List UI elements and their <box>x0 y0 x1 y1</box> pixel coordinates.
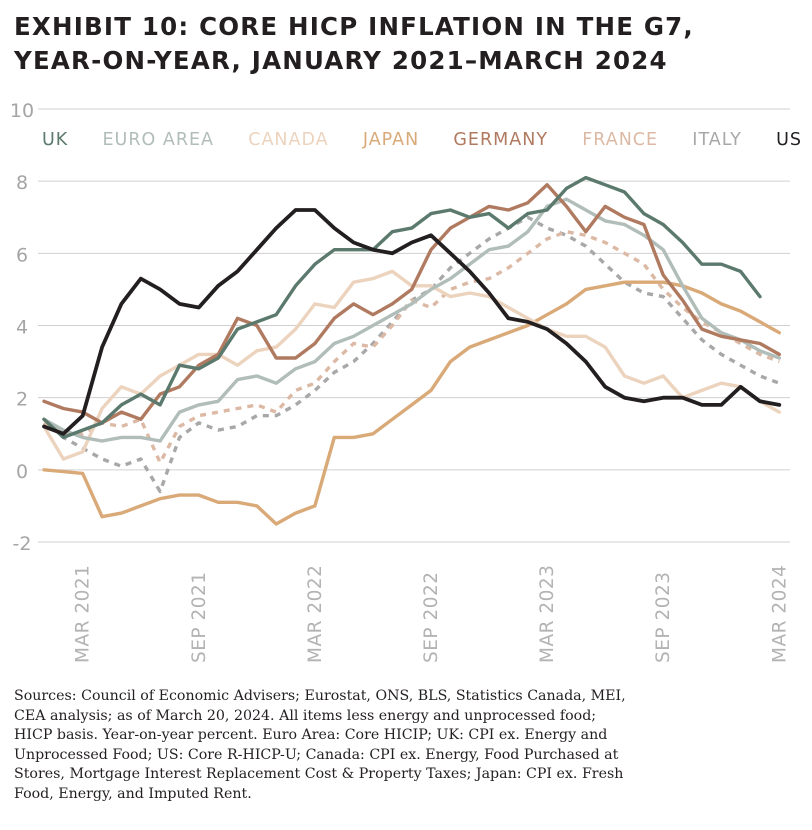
x-tick-labels: MAR 2021 SEP 2021 MAR 2022 SEP 2022 MAR 2023… <box>73 565 791 663</box>
chart-title-line-1: EXHIBIT 10: CORE HICP INFLATION IN THE G… <box>14 12 694 41</box>
x-tick-label: MAR 2021 <box>73 565 94 663</box>
legend-item-france: FRANCE <box>582 130 659 150</box>
x-tick-label: MAR 2022 <box>305 565 326 663</box>
source-note-line-6: Food, Energy, and Imputed Rent. <box>14 785 252 802</box>
legend-item-euro-area: EURO AREA <box>102 130 215 150</box>
series-lines <box>42 175 782 526</box>
y-tick-label: 8 <box>16 172 28 194</box>
y-tick-label: 2 <box>16 389 28 411</box>
legend-item-japan: JAPAN <box>362 130 420 150</box>
x-tick-label: MAR 2023 <box>537 565 558 663</box>
series-line-uk <box>42 175 762 440</box>
x-tick-label: MAR 2024 <box>769 565 790 663</box>
source-note-line-3: HICP basis. Year-on-year percent. Euro A… <box>14 727 608 743</box>
source-note: Sources: Council of Economic Advisers; E… <box>14 687 804 804</box>
x-tick-label: SEP 2022 <box>421 571 442 663</box>
series-line-us <box>42 208 782 436</box>
chart-title: EXHIBIT 10: CORE HICP INFLATION IN THE G… <box>14 10 804 78</box>
chart-title-line-2: YEAR-ON-YEAR, JANUARY 2021–MARCH 2024 <box>14 46 668 75</box>
legend-item-uk: UK <box>42 130 69 150</box>
legend-item-us: US <box>776 130 802 150</box>
source-note-line-1: Sources: Council of Economic Advisers; E… <box>14 688 626 704</box>
series-line-euro-area <box>42 197 781 443</box>
y-tick-label: 6 <box>16 244 28 266</box>
y-tick-label: 0 <box>16 461 28 483</box>
y-tick-labels: -2 0 2 4 6 8 10 <box>10 100 34 555</box>
source-note-line-4: Unprocessed Food; US: Core R-HICP-U; Can… <box>14 746 619 763</box>
x-tick-label: SEP 2021 <box>189 571 210 663</box>
series-line-france <box>43 230 780 465</box>
y-tick-label: -2 <box>13 533 32 555</box>
source-note-line-2: CEA analysis; as of March 20, 2024. All … <box>14 707 597 724</box>
x-tick-label: SEP 2023 <box>653 571 674 663</box>
source-note-line-5: Stores, Mortgage Interest Replacement Co… <box>14 766 624 782</box>
chart-legend: UK EURO AREA CANADA JAPAN GERMANY FRANCE ITALY… <box>42 130 802 150</box>
legend-item-canada: CANADA <box>248 130 329 150</box>
line-chart: -2 0 2 4 6 8 10 MAR 2021 SEP 2021 MAR 2022 SEP 20… <box>10 100 791 663</box>
y-tick-label: 10 <box>10 100 34 122</box>
legend-item-germany: GERMANY <box>453 130 549 150</box>
series-line-japan <box>42 280 781 526</box>
y-tick-label: 4 <box>16 317 28 339</box>
legend-item-italy: ITALY <box>692 130 742 150</box>
